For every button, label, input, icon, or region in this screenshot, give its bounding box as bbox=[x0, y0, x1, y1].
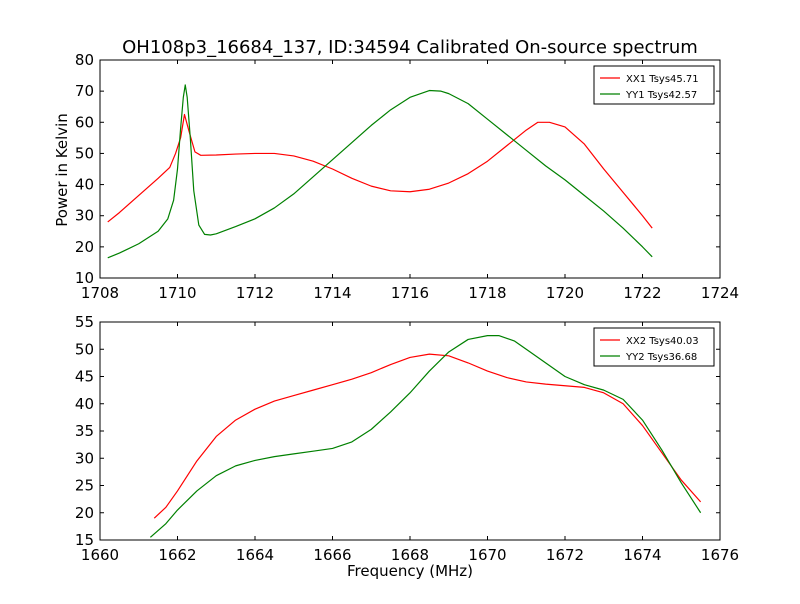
panel-1-x-tick-label: 1712 bbox=[236, 284, 274, 302]
panel-2-x-tick-label: 1670 bbox=[468, 546, 506, 564]
panel-1-x-tick-label: 1722 bbox=[623, 284, 661, 302]
panel-2-y-tick-label: 20 bbox=[75, 504, 94, 522]
panel-1-y-tick-label: 10 bbox=[75, 269, 94, 287]
panel-2-y-tick-label: 35 bbox=[75, 422, 94, 440]
panel-2-series-1-line bbox=[153, 353, 702, 519]
panel-1-legend-label-1: XX1 Tsys45.71 bbox=[626, 74, 699, 85]
panel-1-x-tick-label: 1708 bbox=[81, 284, 119, 302]
panel-2-y-tick-label: 15 bbox=[75, 531, 94, 549]
panel-1-y-tick-label: 70 bbox=[75, 82, 94, 100]
panel-2-y-tick-label: 25 bbox=[75, 477, 94, 495]
panel-2-x-tick-label: 1672 bbox=[546, 546, 584, 564]
panel-2-y-tick-label: 45 bbox=[75, 368, 94, 386]
panel-1-x-tick-label: 1720 bbox=[546, 284, 584, 302]
panel-2-legend-box bbox=[593, 327, 715, 367]
panel-1-x-tick-label: 1718 bbox=[468, 284, 506, 302]
panel-2-x-tick-label: 1664 bbox=[236, 546, 274, 564]
panel-1-y-tick-label: 40 bbox=[75, 176, 94, 194]
panel-1-series-2-line bbox=[107, 84, 653, 259]
panel-1-x-tick-label: 1714 bbox=[313, 284, 351, 302]
panel-2-series-2-line bbox=[149, 335, 702, 538]
panel-2-x-tick-label: 1666 bbox=[313, 546, 351, 564]
panel-1-y-tick-label: 20 bbox=[75, 238, 94, 256]
panel-2-legend: XX2 Tsys40.03 YY2 Tsys36.68 bbox=[593, 327, 715, 367]
panel-2-x-tick-label: 1676 bbox=[701, 546, 739, 564]
panel-1: 1708 1710 1712 1714 1716 1718 1720 1722 1724 10 20… bbox=[75, 51, 739, 302]
panel-2: 1660 1662 1664 1666 1668 1670 1672 1674 1676 15 20… bbox=[75, 313, 739, 564]
panel-1-legend-label-2: YY1 Tsys42.57 bbox=[625, 90, 697, 101]
y-axis-label: Power in Kelvin bbox=[53, 113, 71, 227]
panel-1-y-tick-label: 50 bbox=[75, 144, 94, 162]
panel-2-y-tick-label: 40 bbox=[75, 395, 94, 413]
panel-2-y-tick-label: 30 bbox=[75, 449, 94, 467]
panel-2-x-tick-label: 1660 bbox=[81, 546, 119, 564]
panel-1-y-tick-label: 30 bbox=[75, 207, 94, 225]
chart-title: OH108p3_16684_137, ID:34594 Calibrated O… bbox=[122, 37, 698, 58]
panel-2-legend-label-1: XX2 Tsys40.03 bbox=[626, 336, 699, 347]
panel-2-x-tick-label: 1668 bbox=[391, 546, 429, 564]
panel-2-y-tick-label: 55 bbox=[75, 313, 94, 331]
panels: 1708 1710 1712 1714 1716 1718 1720 1722 1724 10 20… bbox=[75, 51, 739, 564]
panel-1-x-tick-label: 1710 bbox=[158, 284, 196, 302]
panel-2-x-tick-label: 1674 bbox=[623, 546, 661, 564]
panel-1-y-tick-label: 80 bbox=[75, 51, 94, 69]
panel-2-legend-label-2: YY2 Tsys36.68 bbox=[625, 352, 697, 363]
panel-2-y-tick-label: 50 bbox=[75, 340, 94, 358]
panel-1-legend: XX1 Tsys45.71 YY1 Tsys42.57 bbox=[593, 65, 715, 105]
panel-1-y-tick-label: 60 bbox=[75, 113, 94, 131]
panel-2-x-tick-label: 1662 bbox=[158, 546, 196, 564]
panel-1-x-tick-label: 1724 bbox=[701, 284, 739, 302]
panel-1-legend-box bbox=[593, 65, 715, 105]
panel-1-x-tick-label: 1716 bbox=[391, 284, 429, 302]
x-axis-label: Frequency (MHz) bbox=[347, 562, 473, 580]
